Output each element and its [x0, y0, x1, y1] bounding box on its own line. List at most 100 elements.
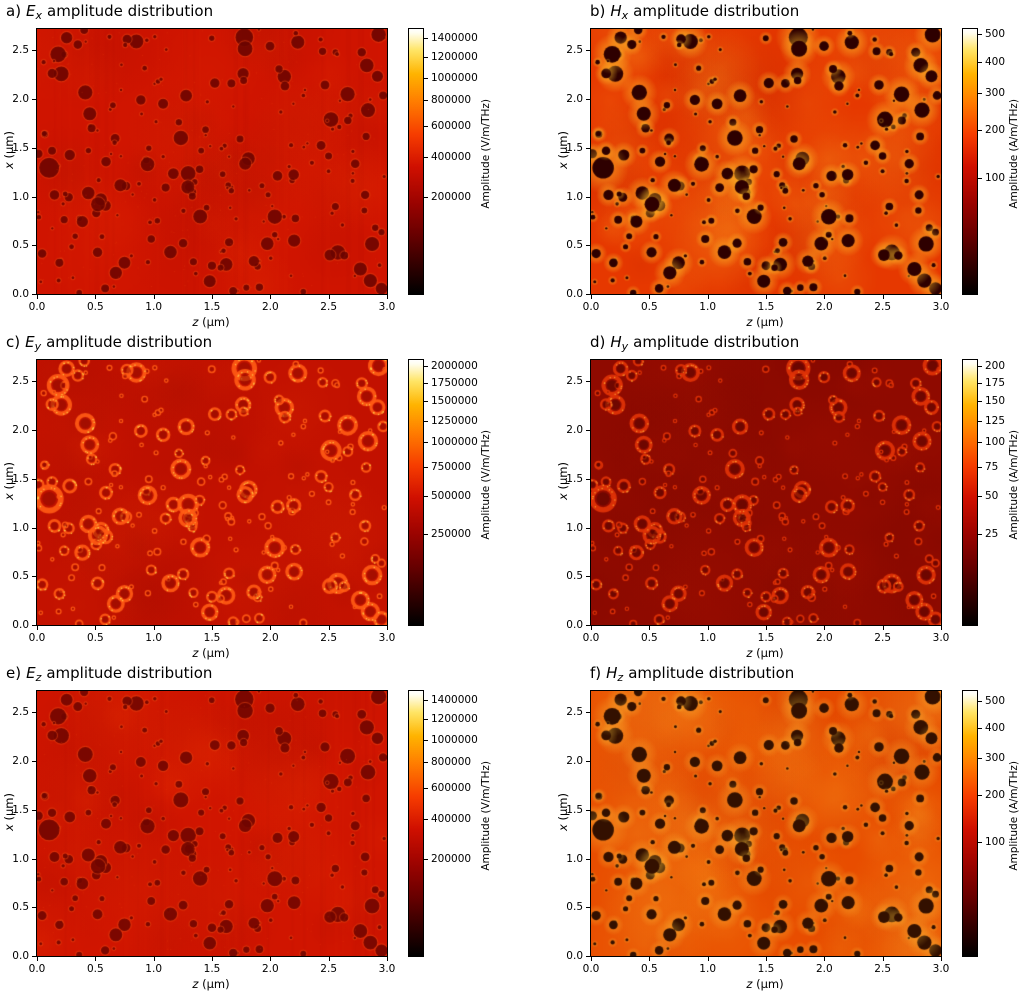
- y-tick-label: 1.0: [566, 521, 583, 534]
- panel-title: b) Hx amplitude distribution: [590, 2, 799, 22]
- colorbar-tick-label: 500: [985, 695, 1006, 707]
- y-tick-mark: [32, 527, 36, 529]
- y-axis-label: x (µm): [2, 462, 16, 500]
- colorbar-tick-mark: [978, 383, 982, 385]
- x-axis-label: z (µm): [192, 646, 229, 660]
- panel-a: a) Ex amplitude distribution 0.0 0.5 1.0 1.5 2.…: [0, 0, 512, 331]
- x-tick-label: 0.0: [582, 632, 600, 644]
- colorbar-tick-mark: [978, 727, 982, 729]
- y-tick-label: 0.5: [12, 570, 29, 583]
- x-tick-label: 1.0: [145, 632, 163, 644]
- x-axis-label-var: z: [746, 315, 753, 329]
- y-tick-mark: [32, 625, 36, 626]
- x-tick-mark: [707, 626, 709, 630]
- panel-f: f) Hz amplitude distribution 0.0 0.5 1.0 1.5 2.…: [512, 662, 1024, 993]
- y-axis-label-unit: (µm): [2, 792, 16, 824]
- y-tick-label: 0.0: [12, 950, 29, 962]
- colorbar-tick-label: 800000: [431, 756, 472, 769]
- colorbar-tick-label: 1200000: [431, 50, 478, 63]
- panel-title-suffix: amplitude distribution: [46, 333, 213, 351]
- y-axis-label-var: x: [2, 823, 16, 831]
- y-tick-mark: [586, 294, 590, 295]
- x-tick-mark: [153, 626, 155, 630]
- y-tick-label: 0.0: [12, 619, 29, 631]
- y-tick-mark: [32, 245, 36, 247]
- x-axis-label: z (µm): [192, 977, 229, 991]
- colorbar-tick-mark: [978, 34, 982, 36]
- x-tick-label: 2.5: [874, 301, 892, 313]
- colorbar-tick-label: 1400000: [431, 31, 478, 44]
- y-tick-label: 0.5: [12, 901, 29, 914]
- y-tick-label: 2.0: [12, 93, 29, 106]
- field-symbol: H: [610, 2, 622, 20]
- field-symbol: E: [25, 333, 35, 351]
- x-tick-label: 0.0: [28, 301, 46, 313]
- colorbar-tick-mark: [978, 420, 982, 422]
- y-tick-label: 2.5: [12, 706, 29, 719]
- colorbar-tick-mark: [978, 495, 982, 497]
- x-tick-label: 1.5: [757, 632, 775, 644]
- x-tick-label: 0.0: [582, 963, 600, 975]
- y-tick-mark: [586, 809, 590, 811]
- colorbar-tick-mark: [424, 126, 428, 128]
- panel-title-suffix: amplitude distribution: [633, 2, 800, 20]
- colorbar-tick-label: 400000: [431, 151, 472, 164]
- x-tick-label: 0.5: [640, 963, 658, 975]
- y-tick-mark: [32, 99, 36, 101]
- colorbar-tick-mark: [424, 56, 428, 58]
- x-tick-mark: [95, 295, 97, 299]
- colorbar-tick-mark: [424, 420, 428, 422]
- colorbar-tick-label: 1500000: [431, 395, 478, 408]
- y-tick-mark: [32, 858, 36, 860]
- colorbar-gradient-b: [963, 29, 977, 294]
- y-tick-label: 2.0: [12, 424, 29, 437]
- x-tick-mark: [766, 957, 767, 961]
- colorbar-tick-label: 1750000: [431, 377, 478, 390]
- y-tick-label: 1.5: [12, 141, 29, 154]
- x-tick-label: 0.5: [86, 301, 104, 313]
- y-tick-label: 1.5: [12, 472, 29, 485]
- x-axis-label-var: z: [192, 646, 199, 660]
- x-axis-label: z (µm): [746, 315, 783, 329]
- colorbar-tick-label: 600000: [431, 120, 472, 133]
- x-tick-label: 0.5: [86, 632, 104, 644]
- heatmap-canvas-b: [591, 29, 941, 294]
- colorbar-tick-mark: [978, 794, 982, 796]
- panel-c: c) Ey amplitude distribution 0.0 0.5 1.0 1.5 2.…: [0, 331, 512, 662]
- x-tick-mark: [649, 295, 651, 299]
- x-tick-label: 2.5: [320, 632, 338, 644]
- field-subscript: y: [621, 340, 629, 353]
- y-tick-label: 0.5: [566, 239, 583, 252]
- colorbar-tick-mark: [424, 366, 428, 368]
- colorbar-tick-mark: [424, 466, 428, 468]
- y-tick-label: 1.0: [566, 852, 583, 865]
- x-axis-label: z (µm): [746, 977, 783, 991]
- y-tick-label: 2.0: [566, 424, 583, 437]
- colorbar-gradient-d: [963, 360, 977, 625]
- y-tick-label: 1.0: [12, 190, 29, 203]
- panel-title-suffix: amplitude distribution: [47, 2, 214, 20]
- x-tick-label: 0.5: [640, 632, 658, 644]
- x-tick-mark: [37, 626, 38, 630]
- colorbar-tick-label: 1400000: [431, 693, 478, 706]
- x-tick-label: 0.5: [640, 301, 658, 313]
- colorbar-tick-label: 600000: [431, 782, 472, 795]
- y-tick-mark: [32, 50, 36, 52]
- x-tick-mark: [212, 957, 213, 961]
- colorbar-tick-mark: [424, 533, 428, 535]
- x-tick-label: 2.0: [261, 301, 279, 313]
- colorbar-gradient-a: [409, 29, 423, 294]
- field-subscript: z: [617, 671, 624, 684]
- colorbar-tick-label: 400: [985, 721, 1006, 734]
- colorbar-tick-mark: [978, 758, 982, 760]
- colorbar-tick-label: 25: [985, 527, 999, 540]
- colorbar-tick-label: 1000000: [431, 71, 478, 84]
- heatmap-frame: [36, 28, 388, 295]
- heatmap-frame: [590, 28, 942, 295]
- colorbar-tick-mark: [978, 841, 982, 843]
- x-tick-label: 3.0: [378, 963, 396, 975]
- x-tick-label: 1.0: [145, 301, 163, 313]
- colorbar-tick-label: 100: [985, 436, 1006, 449]
- y-tick-label: 0.5: [566, 570, 583, 583]
- y-axis-label-unit: (µm): [556, 130, 570, 162]
